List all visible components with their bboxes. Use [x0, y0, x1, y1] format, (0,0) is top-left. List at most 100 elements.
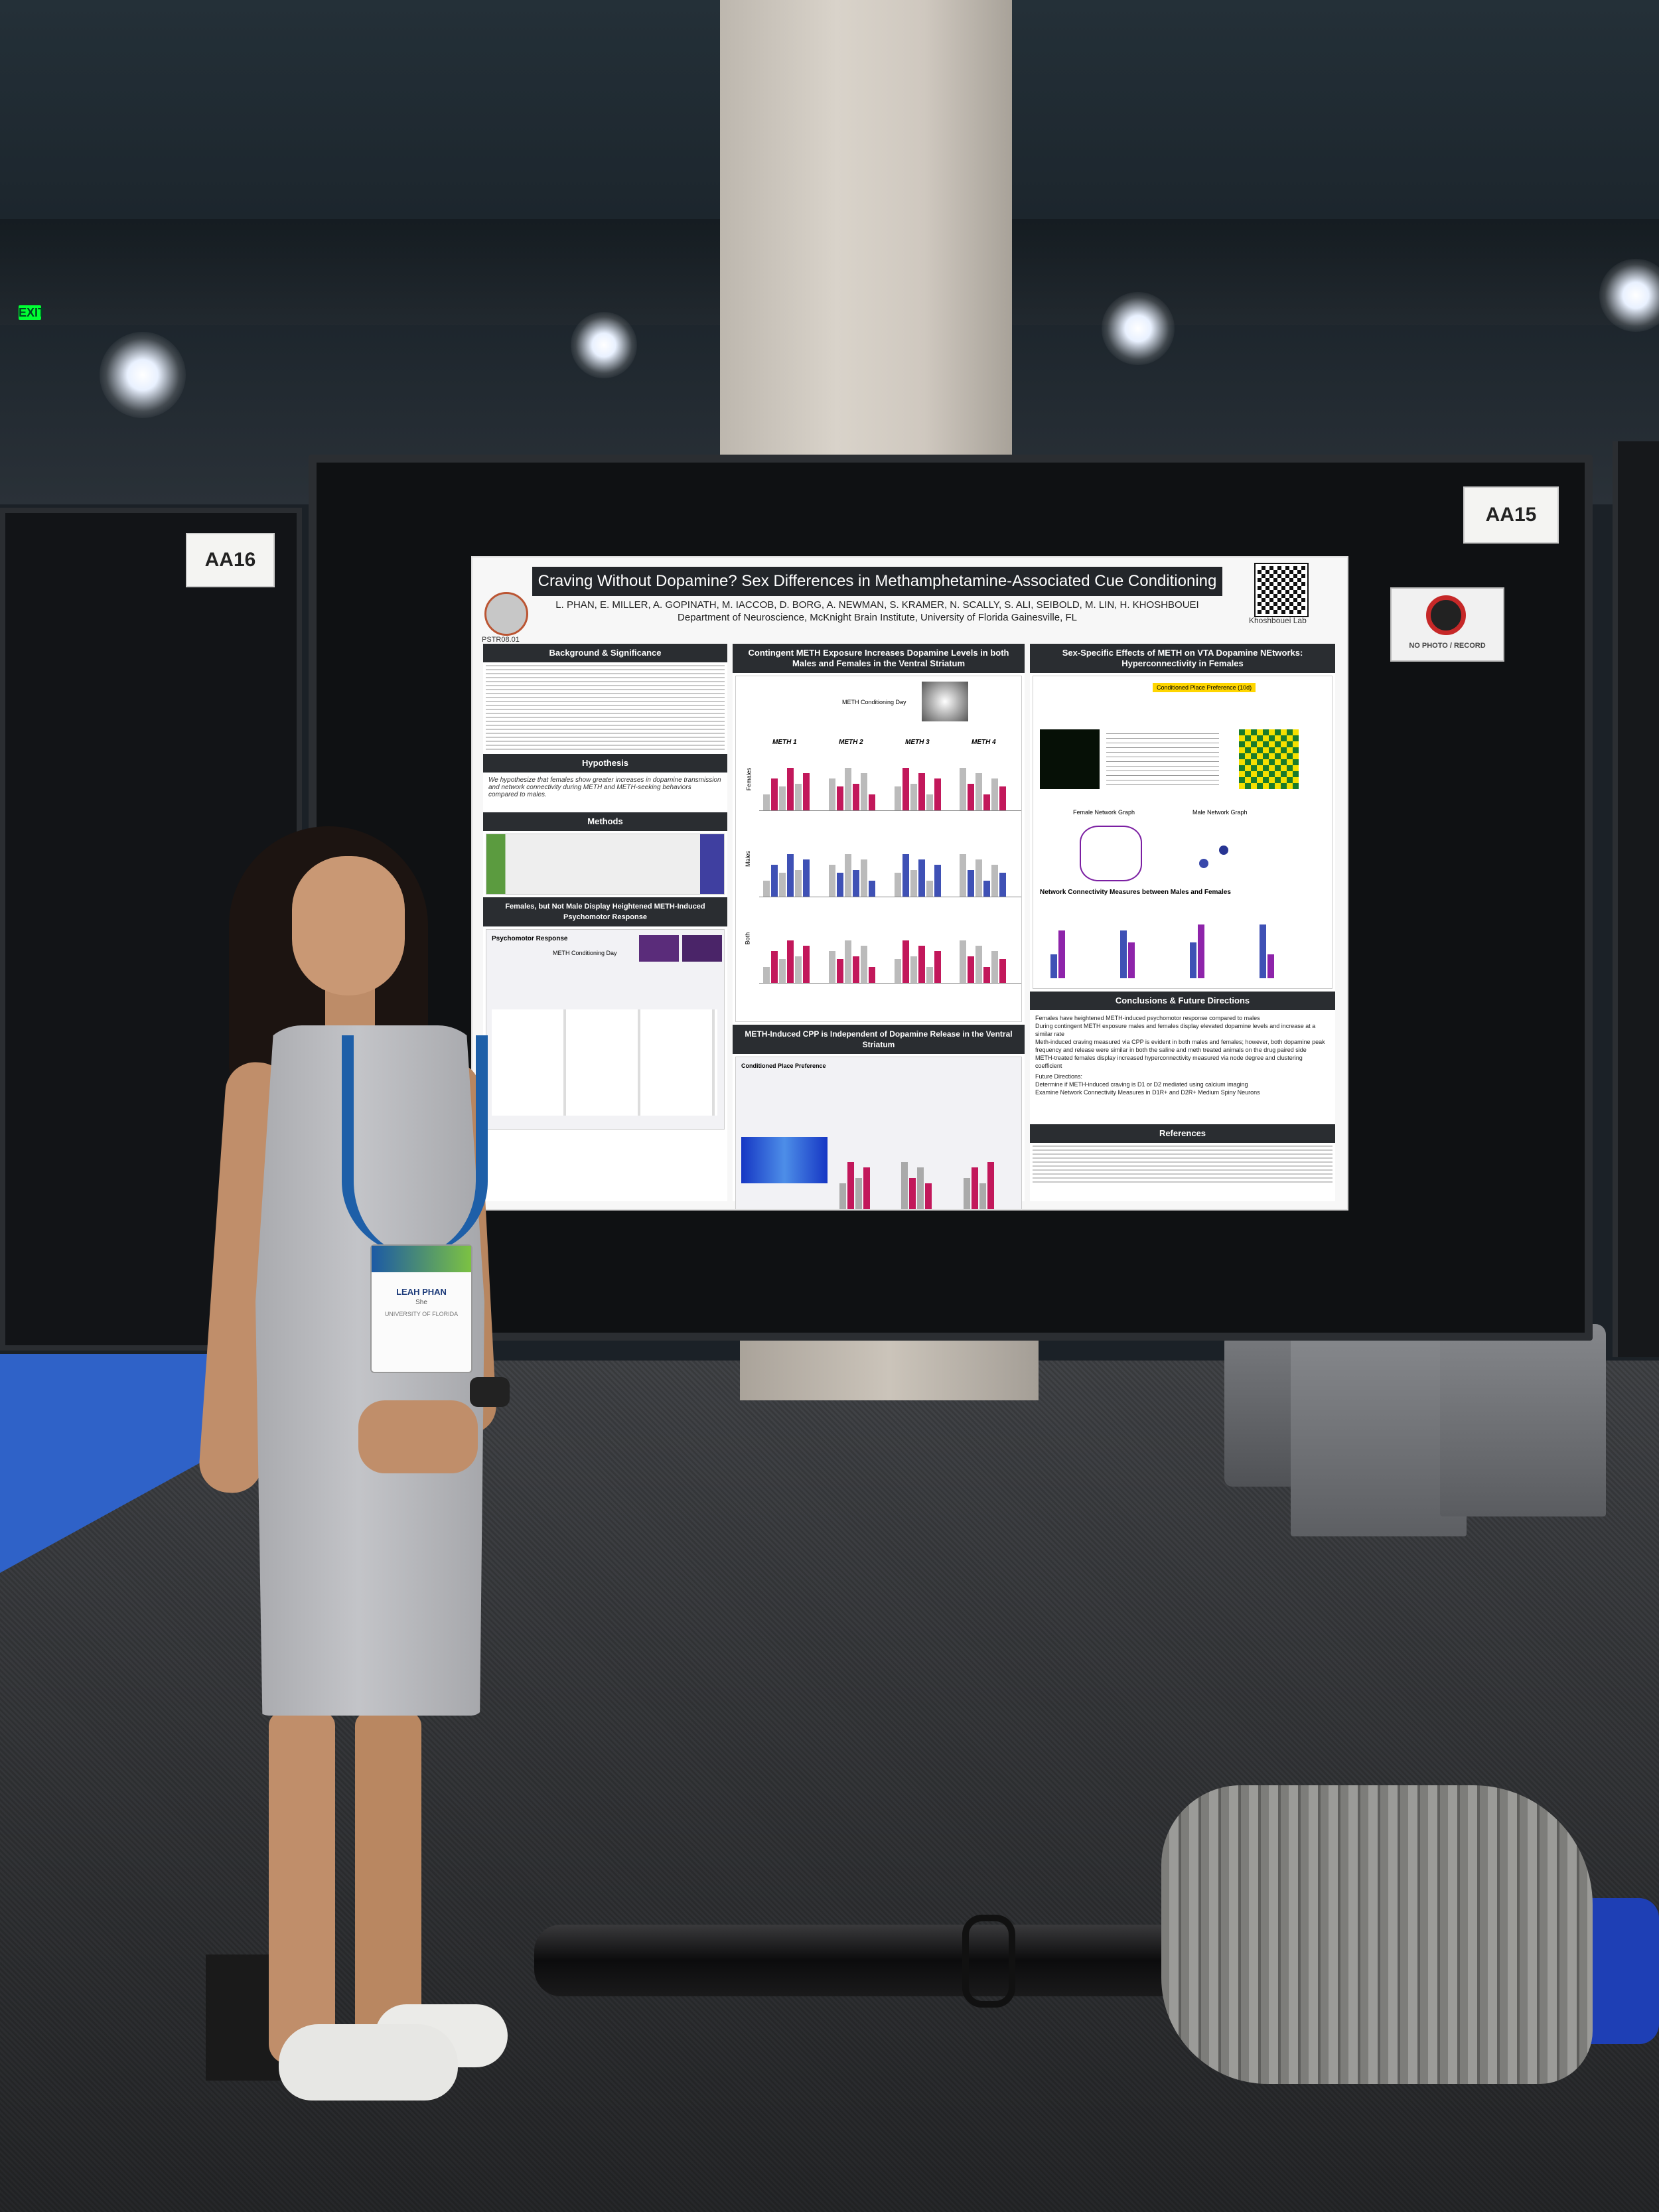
- pillar-base: [740, 1334, 1039, 1400]
- poster-bar: [1198, 924, 1204, 978]
- bar-row: [759, 751, 1021, 811]
- poster-bar: [868, 881, 875, 897]
- poster-bar: [852, 956, 859, 983]
- poster-bar: [836, 959, 843, 983]
- poster-bar: [983, 881, 991, 897]
- person-face: [292, 856, 405, 995]
- poster-bar: [771, 865, 778, 897]
- poster-bar: [763, 881, 770, 897]
- poster-bar: [999, 786, 1007, 810]
- poster-bar: [999, 959, 1007, 983]
- poster-department: Department of Neuroscience, McKnight Bra…: [678, 612, 1077, 623]
- network-bar-group: [1046, 905, 1325, 978]
- future-title: Future Directions:: [1035, 1073, 1083, 1080]
- poster-bar: [934, 951, 941, 983]
- no-photo-sign: NO PHOTO / RECORD: [1390, 587, 1504, 662]
- concrete-pillar: [720, 0, 1012, 484]
- poster-bar: [917, 1167, 924, 1209]
- poster-bar: [1058, 930, 1065, 978]
- poster-bar: [925, 1183, 932, 1209]
- poster-bar: [975, 859, 983, 897]
- row-label: Females: [745, 767, 753, 791]
- poster-authors: L. PHAN, E. MILLER, A. GOPINATH, M. IACC…: [555, 599, 1199, 611]
- timeline-step: Conditioned Place Preference (10d): [1153, 683, 1256, 692]
- hypothesis-text: We hypothesize that females show greater…: [488, 776, 721, 798]
- poster-bar: [836, 873, 843, 897]
- female-network-graph: [1080, 826, 1142, 881]
- poster-bar: [894, 959, 901, 983]
- poster-bar: [803, 946, 810, 983]
- conclusion-item: METH-treated females display increased h…: [1035, 1055, 1303, 1069]
- poster-logo: [484, 592, 528, 636]
- poster-bar: [1120, 930, 1127, 978]
- background-text-block: [486, 665, 725, 751]
- conclusion-item: Meth-induced craving measured via CPP is…: [1035, 1039, 1325, 1053]
- poster-bar: [975, 773, 983, 810]
- poster-bar: [1260, 924, 1266, 978]
- badge-name: LEAH PHAN: [396, 1287, 447, 1297]
- cpp-bar-group: [835, 1070, 1021, 1209]
- poster-bar: [963, 1178, 970, 1209]
- bar-row: [759, 923, 1021, 984]
- dopamine-sensor-image: [922, 682, 968, 721]
- poster-bar: [983, 967, 991, 983]
- poster-bar: [763, 967, 770, 983]
- poster-bar: [979, 1183, 986, 1209]
- poster-bar: [860, 773, 867, 810]
- poster-bar: [795, 784, 802, 810]
- ceiling-light: [571, 312, 637, 378]
- conclusions-block: Females have heightened METH-induced psy…: [1030, 1010, 1335, 1124]
- poster-bar: [860, 859, 867, 897]
- gray-plaid-jacket: [1161, 1785, 1593, 2084]
- heatmap-image: [682, 935, 722, 962]
- poster-bar: [968, 870, 975, 897]
- female-graph-label: Female Network Graph: [1073, 809, 1135, 816]
- section-methods: Methods: [483, 812, 727, 831]
- name-badge: LEAH PHAN She UNIVERSITY OF FLORIDA: [370, 1244, 472, 1373]
- poster-bar: [934, 778, 941, 810]
- poster-bar: [855, 1178, 862, 1209]
- no-camera-icon: [1426, 595, 1466, 635]
- poster-bar: [894, 786, 901, 810]
- calcium-traces: [1106, 729, 1219, 789]
- poster-bar: [860, 946, 867, 983]
- poster-tube-strap: [962, 1915, 1015, 2008]
- poster-bar: [847, 1162, 854, 1209]
- poster-bar: [852, 784, 859, 810]
- chair: [1224, 1334, 1297, 1487]
- poster-bar: [926, 794, 933, 810]
- poster-bar: [983, 794, 991, 810]
- booth-label-right: AA15: [1463, 486, 1559, 544]
- chair: [1291, 1324, 1467, 1536]
- male-network-graph: [1199, 826, 1252, 879]
- section-networks: Sex-Specific Effects of METH on VTA Dopa…: [1030, 644, 1335, 673]
- poster-bar: [763, 794, 770, 810]
- psychomotor-line-charts: [492, 1009, 717, 1116]
- poster-bar: [852, 870, 859, 897]
- section-hypothesis: Hypothesis: [483, 754, 727, 773]
- heatmap-image: [639, 935, 679, 962]
- no-photo-text: NO PHOTO / RECORD: [1409, 642, 1486, 650]
- poster-bar: [839, 1183, 846, 1209]
- adjacency-matrix: [1239, 729, 1299, 789]
- future-item: Determine if METH-induced craving is D1 …: [1035, 1081, 1248, 1088]
- badge-header: [372, 1246, 471, 1272]
- section-conclusions: Conclusions & Future Directions: [1030, 992, 1335, 1010]
- poster-bar: [991, 865, 999, 897]
- poster-bar: [863, 1167, 870, 1209]
- poster-bar: [910, 956, 917, 983]
- smartwatch: [470, 1377, 510, 1407]
- poster-column-left: Background & Significance Hypothesis We …: [483, 644, 727, 1201]
- cpp-heatmap: [741, 1137, 828, 1183]
- poster-bar: [1128, 942, 1135, 978]
- person-leg: [355, 1712, 421, 2044]
- meth-day-label: METH 2: [839, 739, 863, 746]
- network-measures-label: Network Connectivity Measures between Ma…: [1040, 889, 1231, 896]
- ceiling-light: [1599, 259, 1659, 332]
- badge-organization: UNIVERSITY OF FLORIDA: [384, 1311, 459, 1317]
- poster-bar: [868, 967, 875, 983]
- references-text: [1033, 1145, 1333, 1185]
- poster-bar: [918, 946, 925, 983]
- ceiling-light: [100, 332, 186, 418]
- male-graph-label: Male Network Graph: [1192, 809, 1248, 816]
